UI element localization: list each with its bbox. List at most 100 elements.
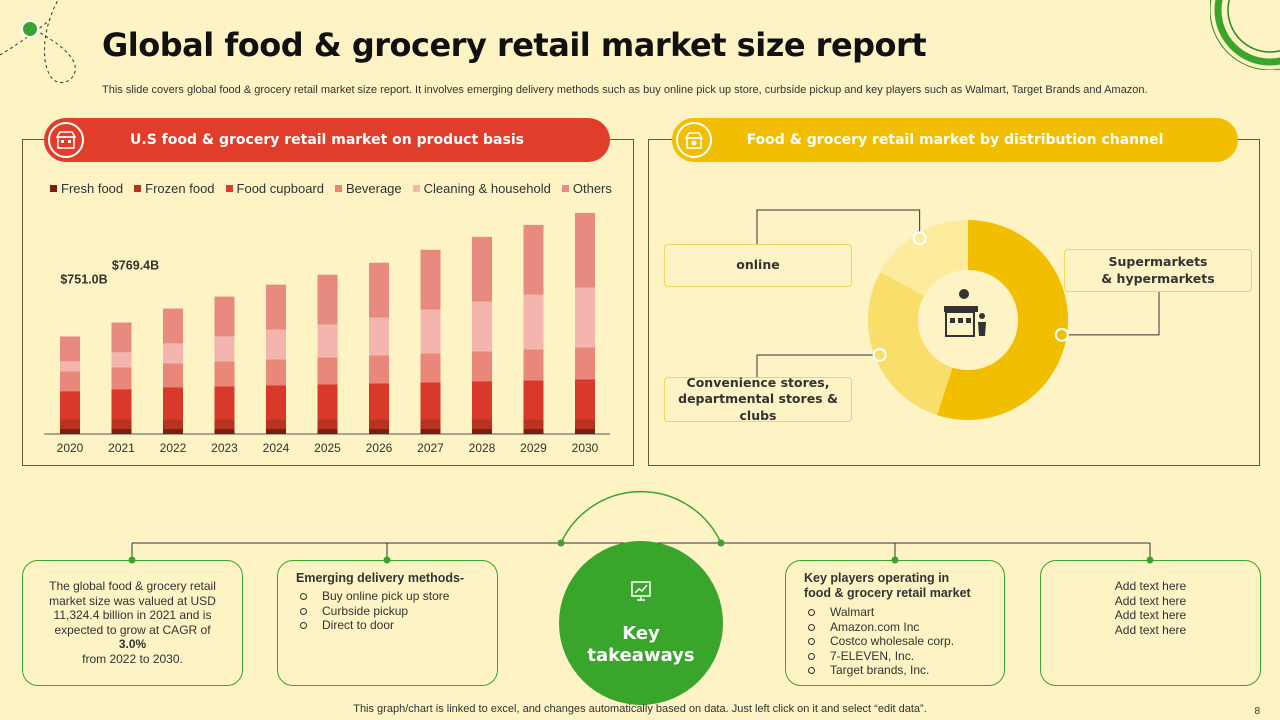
legend-swatch [561,185,569,192]
tk3-list: Walmart Amazon.com Inc Costco wholesale … [804,605,986,678]
tk2-heading: Emerging delivery methods- [296,571,465,585]
page-subtitle: This slide covers global food & grocery … [102,84,1148,96]
bar-segment [214,296,235,337]
bar-segment [163,387,183,420]
bar-segment [266,284,286,330]
tk3-heading-line2: food & grocery retail market [804,586,971,600]
bar-segment [523,349,544,381]
bar-segment [420,309,441,354]
label-convenience-line1: Convenience stores, [686,375,830,391]
legend-label: Others [572,181,612,196]
bar-segment [575,347,595,380]
bar-segment [575,419,595,430]
bar-segment [523,380,544,420]
donut-slices [868,220,1069,421]
bar-segment [317,324,338,358]
donut-chart [756,209,1160,421]
corner-decoration-left [0,0,76,83]
legend-swatch [134,185,142,192]
donut-dots [872,231,1069,362]
donut-marker-dot [872,347,887,362]
bar-segment [60,336,80,362]
x-tick-label: 2030 [572,441,599,455]
legend-item: Fresh food [50,181,123,196]
list-item: Costco wholesale corp. [804,634,986,649]
bar-segment [369,383,389,420]
legend-label: Beverage [345,181,402,196]
bar-segment [420,382,441,420]
donut-connector-line [756,354,880,377]
tk1-cagr: 3.0% [118,637,147,651]
bar-segment [575,379,595,420]
x-tick-label: 2027 [417,441,444,455]
bar-segment [575,287,595,348]
bar-segment [420,249,441,310]
legend-label: Food cupboard [236,181,324,196]
bar-segment [266,359,286,386]
bar-segment [420,429,441,434]
bar-segment [369,317,389,356]
list-item: Direct to door [296,618,479,633]
donut-marker-dot [1054,327,1069,342]
tk1-line4-text: expected to grow at CAGR of [54,622,211,637]
bar-segment [317,274,338,325]
product-basis-header: U.S food & grocery retail market on prod… [44,118,610,162]
label-supermarkets-line1: Supermarkets [1108,254,1208,270]
chart-board-icon [631,580,651,601]
bar-chart-legend: Fresh food Frozen food Food cupboard Bevera… [50,181,612,196]
list-item: Buy online pick up store [296,589,479,604]
x-tick-label: 2028 [469,441,496,455]
tk1-line2: market size was valued at USD [49,593,216,608]
donut-slice [868,271,953,416]
label-convenience-line2: departmental stores & clubs [678,391,838,423]
bar-segment [111,367,132,390]
list-item: Walmart [804,605,986,620]
product-basis-header-text: U.S food & grocery retail market on prod… [130,132,524,148]
bar-segment [317,357,338,385]
legend-item: Frozen food [134,181,215,196]
donut-connectors [756,209,1160,377]
bar-segment [369,429,389,434]
bar-segment [317,419,338,430]
bar-segment [472,351,492,382]
bar-segment [60,391,80,420]
tk4-line1: Add text here [1114,579,1187,593]
bar-segment [111,352,132,368]
label-online-text: online [736,257,780,273]
x-tick-label: 2024 [263,441,290,455]
data-annotation: $769.4B [112,258,159,272]
bar-segment [369,355,389,384]
takeaway-market-size: The global food & grocery retail market … [22,560,243,686]
legend-label: Cleaning & household [423,181,551,196]
bar-segment [420,353,441,383]
label-convenience: Convenience stores, departmental stores … [664,375,852,423]
grocery-store-icon [48,122,84,158]
bar-segment [575,212,595,288]
legend-item: Others [561,181,612,196]
bar-segment [317,429,338,434]
label-online: online [664,244,852,287]
corner-decoration-right [1210,0,1280,70]
bar-segment [111,389,132,420]
tk1-line3: 11,324.4 billion in 2021 and is [53,608,212,622]
footer-note: This graph/chart is linked to excel, and… [353,703,927,715]
bar-segment [163,308,183,344]
bar-segment [472,301,492,352]
bar-segment [575,429,595,434]
bar-segment [60,419,80,430]
key-takeaways-circle: Key takeaways [559,541,723,705]
legend-swatch [334,185,342,192]
tk4-line2: Add text here [1114,593,1187,608]
bar-segment [523,429,544,434]
x-tick-label: 2020 [57,441,84,455]
bar-segment [317,384,338,420]
bar-segment [266,329,286,360]
bar-segment [369,262,389,318]
page-number: 8 [1254,706,1260,717]
donut-marker-dot [912,231,927,246]
tk2-list: Buy online pick up store Curbside pickup… [296,589,479,633]
legend-item: Food cupboard [225,181,324,196]
legend-swatch [412,185,420,192]
takeaway-key-players: Key players operating in food & grocery … [785,560,1005,686]
bar-segment [60,361,80,372]
